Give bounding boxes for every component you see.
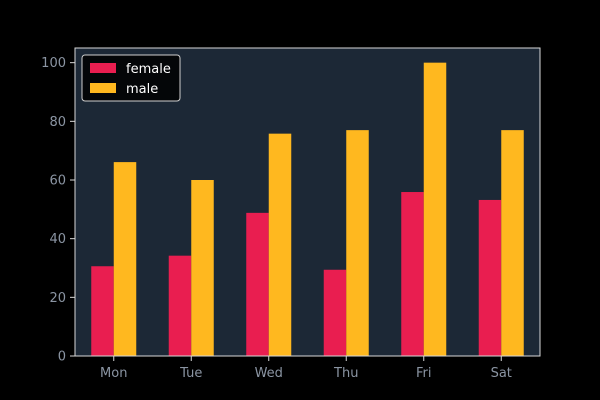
- bar-male-fri: [423, 62, 447, 357]
- bar-male-tue: [191, 180, 214, 356]
- x-tick-label: Fri: [416, 366, 432, 381]
- x-tick-label: Thu: [333, 366, 358, 381]
- x-tick-label: Wed: [255, 366, 283, 381]
- y-tick-label: 80: [49, 115, 66, 130]
- x-tick-label: Sat: [491, 366, 512, 381]
- bar-male-thu: [346, 130, 369, 356]
- y-tick-label: 20: [49, 291, 66, 306]
- bar-female-wed: [246, 212, 269, 356]
- bar-male-mon: [113, 162, 137, 356]
- bar-male-wed: [268, 133, 292, 356]
- legend-swatch-female: [90, 63, 116, 73]
- legend-swatch-male: [90, 83, 116, 93]
- y-tick-label: 40: [49, 232, 66, 247]
- legend-label-male: male: [126, 82, 158, 97]
- legend-label-female: female: [126, 62, 171, 77]
- bar-female-tue: [168, 255, 192, 356]
- bars-group: [91, 62, 524, 357]
- x-axis: Mon Tue Wed Thu Fri Sat: [100, 356, 512, 381]
- y-axis: 0 20 40 60 80 100: [41, 56, 75, 365]
- legend: female male: [81, 54, 181, 102]
- bar-female-thu: [323, 269, 347, 356]
- x-tick-label: Tue: [179, 366, 202, 381]
- y-tick-label: 100: [41, 56, 66, 71]
- bar-female-fri: [401, 192, 424, 356]
- plot-frame: [74, 47, 541, 357]
- y-tick-label: 60: [49, 174, 66, 189]
- y-tick-label: 0: [58, 350, 66, 365]
- x-tick-label: Mon: [100, 366, 127, 381]
- bar-female-mon: [91, 266, 114, 356]
- bar-female-sat: [478, 199, 502, 356]
- bar-male-sat: [501, 130, 524, 356]
